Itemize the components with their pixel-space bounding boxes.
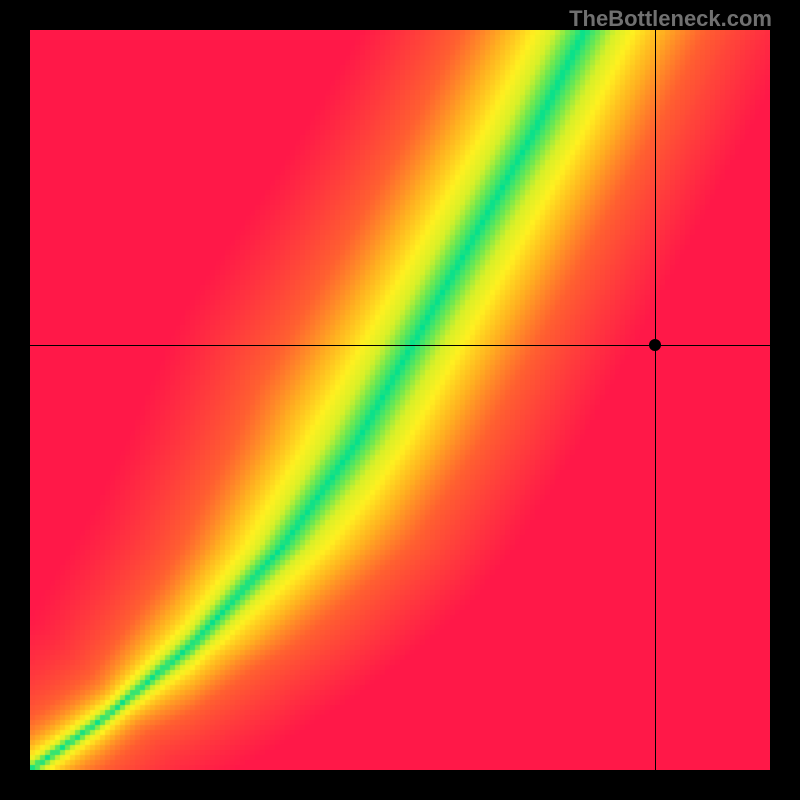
crosshair-vertical — [655, 30, 656, 770]
watermark-text: TheBottleneck.com — [569, 6, 772, 32]
heatmap-canvas — [30, 30, 770, 770]
crosshair-marker — [649, 339, 661, 351]
heatmap-plot — [30, 30, 770, 770]
